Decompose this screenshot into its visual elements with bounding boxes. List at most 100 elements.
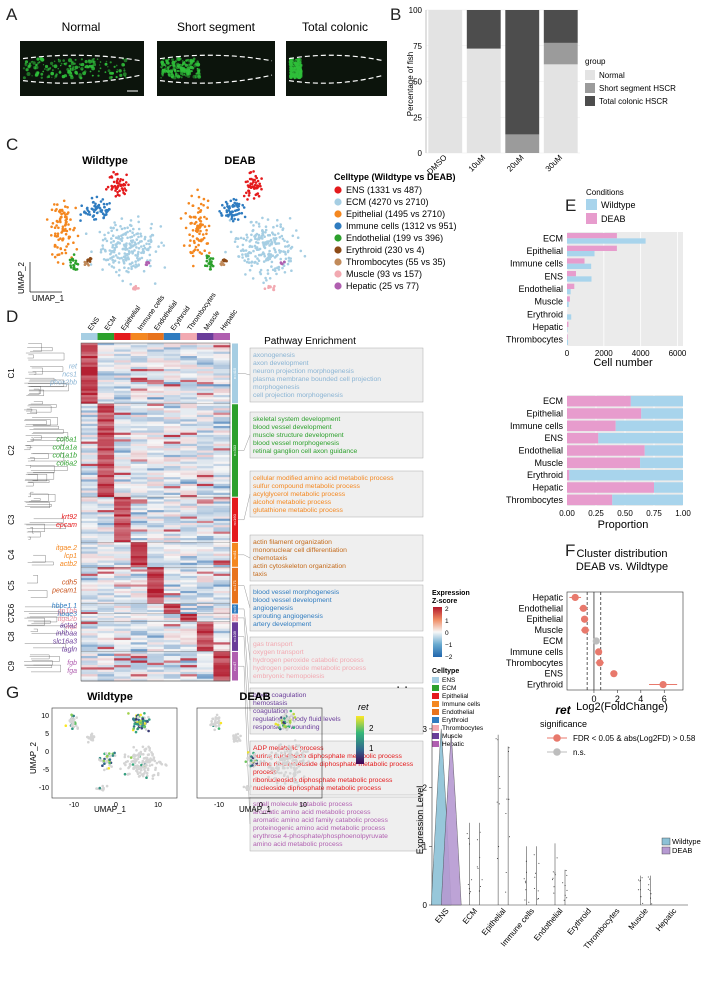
heatmap-cell bbox=[180, 626, 198, 629]
f-category: Erythroid bbox=[527, 680, 563, 690]
umap-cell-dot bbox=[123, 252, 127, 255]
heatmap-cell bbox=[196, 523, 214, 526]
umap-cell-dot bbox=[107, 231, 110, 235]
heatmap-cell bbox=[130, 343, 148, 346]
h-violin-point bbox=[505, 891, 507, 893]
column-annotation-cell bbox=[213, 333, 230, 340]
heatmap-cell bbox=[114, 655, 131, 659]
g-cell-dot bbox=[286, 727, 290, 730]
pathway-term: sprouting angiogenesis bbox=[253, 613, 324, 620]
umap-cell-dot bbox=[189, 239, 192, 242]
heatmap-cell bbox=[163, 477, 181, 480]
heatmap-cell bbox=[130, 649, 148, 652]
heatmap-cell bbox=[196, 562, 214, 566]
heatmap-cell bbox=[81, 384, 98, 387]
umap-cell-dot bbox=[273, 240, 277, 244]
heatmap-cell bbox=[114, 494, 131, 498]
umap-cell-dot bbox=[192, 249, 196, 253]
heatmap-cell bbox=[114, 360, 131, 363]
heatmap-cell bbox=[97, 607, 115, 611]
heatmap-cell bbox=[97, 494, 115, 498]
heatmap-cell bbox=[130, 375, 148, 379]
enteric-neuron-dot bbox=[176, 70, 179, 72]
heatmap-cell bbox=[213, 505, 231, 509]
celltype-label: Epithelial bbox=[442, 693, 469, 700]
heatmap-cell bbox=[81, 601, 98, 605]
umap-cell-dot bbox=[57, 238, 60, 242]
heatmap-cell bbox=[163, 419, 181, 422]
umap-cell-dot bbox=[123, 187, 126, 190]
umap-cell-dot bbox=[188, 244, 191, 247]
umap-cell-dot bbox=[196, 188, 199, 192]
enteric-neuron-dot bbox=[161, 71, 165, 75]
umap-cell-dot bbox=[149, 227, 153, 230]
heatmap-cell bbox=[130, 426, 148, 429]
celltype-legend-label: Erythroid (230 vs 4) bbox=[346, 245, 425, 255]
heatmap-cell bbox=[130, 621, 148, 625]
enteric-neuron-dot bbox=[104, 62, 108, 66]
heatmap-cell bbox=[163, 347, 181, 350]
heatmap-cell bbox=[97, 658, 115, 661]
g-cell-dot bbox=[133, 722, 136, 726]
h-violin-point bbox=[499, 776, 501, 778]
heatmap-cell bbox=[97, 612, 115, 615]
heatmap-cell bbox=[130, 674, 148, 677]
e-top-bar-wildtype bbox=[567, 289, 571, 295]
heatmap-cell bbox=[147, 624, 165, 627]
umap-cell-dot bbox=[257, 222, 261, 226]
heatmap-cell bbox=[180, 624, 198, 627]
heatmap-cell bbox=[213, 676, 231, 680]
umap-cell-dot bbox=[137, 220, 140, 224]
heatmap-cell bbox=[130, 432, 148, 436]
heatmap-cell bbox=[81, 510, 98, 513]
heatmap-cell bbox=[196, 399, 214, 402]
umap-cell-dot bbox=[72, 266, 76, 270]
umap-cell-dot bbox=[264, 276, 267, 280]
heatmap-cell bbox=[81, 390, 98, 394]
umap-cell-dot bbox=[137, 235, 140, 239]
umap-cell-dot bbox=[272, 237, 276, 240]
heatmap-cell bbox=[97, 419, 115, 422]
pathway-term: aromatic amino acid family catabolic pro… bbox=[253, 817, 388, 824]
g-cell-dot bbox=[140, 727, 144, 730]
enteric-neuron-dot bbox=[293, 66, 296, 68]
enteric-neuron-dot bbox=[57, 59, 62, 63]
pathway-term: mononuclear cell differentiation bbox=[253, 547, 347, 554]
heatmap-cell bbox=[130, 562, 148, 566]
heatmap-cell bbox=[97, 624, 115, 627]
heatmap-cell bbox=[97, 382, 115, 385]
panel-h-title: ret bbox=[555, 703, 571, 717]
heatmap-cell bbox=[163, 474, 181, 478]
heatmap-cell bbox=[213, 432, 231, 436]
heatmap-cell bbox=[97, 518, 115, 522]
heatmap-cell bbox=[81, 375, 98, 379]
heatmap-cell bbox=[114, 497, 131, 500]
pathway-connector bbox=[238, 554, 251, 559]
g-cell-dot bbox=[133, 760, 136, 763]
heatmap-cell bbox=[147, 527, 165, 530]
heatmap-cell bbox=[147, 653, 165, 657]
heatmap-cell bbox=[81, 379, 98, 383]
heatmap-cell bbox=[114, 421, 131, 425]
heatmap-cell bbox=[130, 615, 148, 619]
g-cell-dot bbox=[297, 756, 300, 759]
heatmap-cell bbox=[97, 633, 115, 636]
g-cell-dot bbox=[143, 748, 146, 751]
heatmap-cell bbox=[97, 468, 115, 471]
pathway-term: angiogenesis bbox=[253, 605, 294, 612]
heatmap-cell bbox=[114, 590, 131, 594]
heatmap-cell bbox=[180, 472, 198, 476]
heatmap-cell bbox=[81, 358, 98, 361]
heatmap-cell bbox=[147, 599, 165, 603]
heatmap-cell bbox=[81, 351, 98, 355]
heatmap-cell bbox=[114, 501, 131, 504]
enteric-neuron-dot bbox=[62, 59, 65, 62]
umap-cell-dot bbox=[94, 202, 97, 206]
umap-cell-dot bbox=[191, 254, 195, 258]
heatmap-cell bbox=[196, 624, 214, 627]
heatmap-cell bbox=[180, 676, 198, 680]
heatmap-cell bbox=[81, 540, 98, 543]
heatmap-cell bbox=[163, 520, 181, 524]
heatmap-cell bbox=[180, 490, 198, 494]
pathway-connector bbox=[238, 493, 251, 521]
